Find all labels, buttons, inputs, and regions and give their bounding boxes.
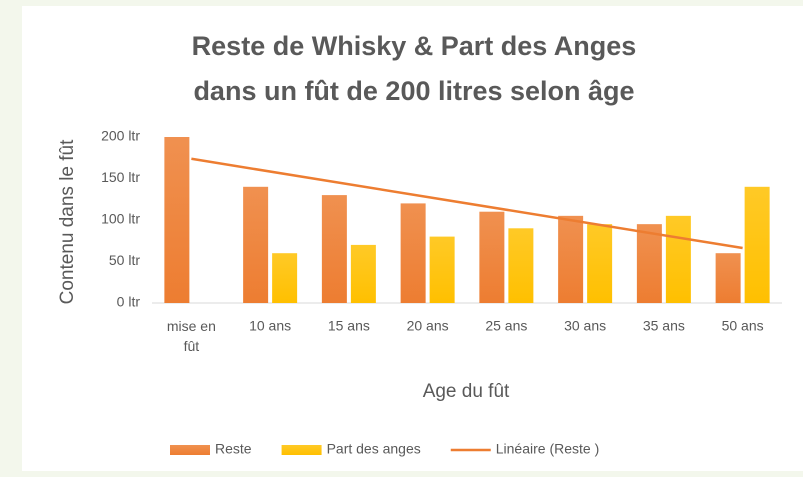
y-tick-label: 0 ltr <box>117 294 141 310</box>
y-tick-label: 150 ltr <box>101 169 140 185</box>
bar <box>321 195 347 303</box>
bar <box>429 236 455 303</box>
bar <box>164 137 190 303</box>
x-tick-label: 50 ans <box>722 318 764 334</box>
bar <box>744 186 770 303</box>
x-tick-label: mise en fût <box>167 318 216 354</box>
chart-title: Reste de Whisky & Part des Anges <box>192 31 637 61</box>
x-tick-label: 30 ans <box>564 318 606 334</box>
x-tick-label: 35 ans <box>643 318 685 334</box>
bar <box>479 211 505 303</box>
y-tick-label: 50 ltr <box>109 252 140 268</box>
bar <box>400 203 426 303</box>
bar <box>558 215 584 303</box>
label-line: fût <box>184 338 200 354</box>
x-tick-label: 25 ans <box>485 318 527 334</box>
label-line: mise en <box>167 318 216 334</box>
x-axis-title: Age du fût <box>423 381 510 402</box>
bar <box>272 253 298 303</box>
legend-label: Reste <box>215 441 252 457</box>
bar <box>508 228 534 303</box>
bar <box>587 224 613 303</box>
x-tick-label: 10 ans <box>249 318 291 334</box>
legend-label: Part des anges <box>327 441 421 457</box>
bar <box>243 186 269 303</box>
y-axis-title: Contenu dans le fût <box>57 139 78 305</box>
bar <box>350 244 376 303</box>
y-tick-label: 200 ltr <box>101 128 140 144</box>
chart-title: dans un fût de 200 litres selon âge <box>193 76 634 106</box>
x-tick-label: 15 ans <box>328 318 370 334</box>
legend-label: Linéaire (Reste ) <box>496 441 600 457</box>
bar <box>665 215 691 303</box>
bar <box>636 224 662 303</box>
y-tick-label: 100 ltr <box>101 211 140 227</box>
x-tick-label: 20 ans <box>407 318 449 334</box>
legend-swatch <box>170 445 210 455</box>
trendline <box>191 157 743 250</box>
bar <box>715 253 741 303</box>
legend-swatch <box>281 445 322 455</box>
